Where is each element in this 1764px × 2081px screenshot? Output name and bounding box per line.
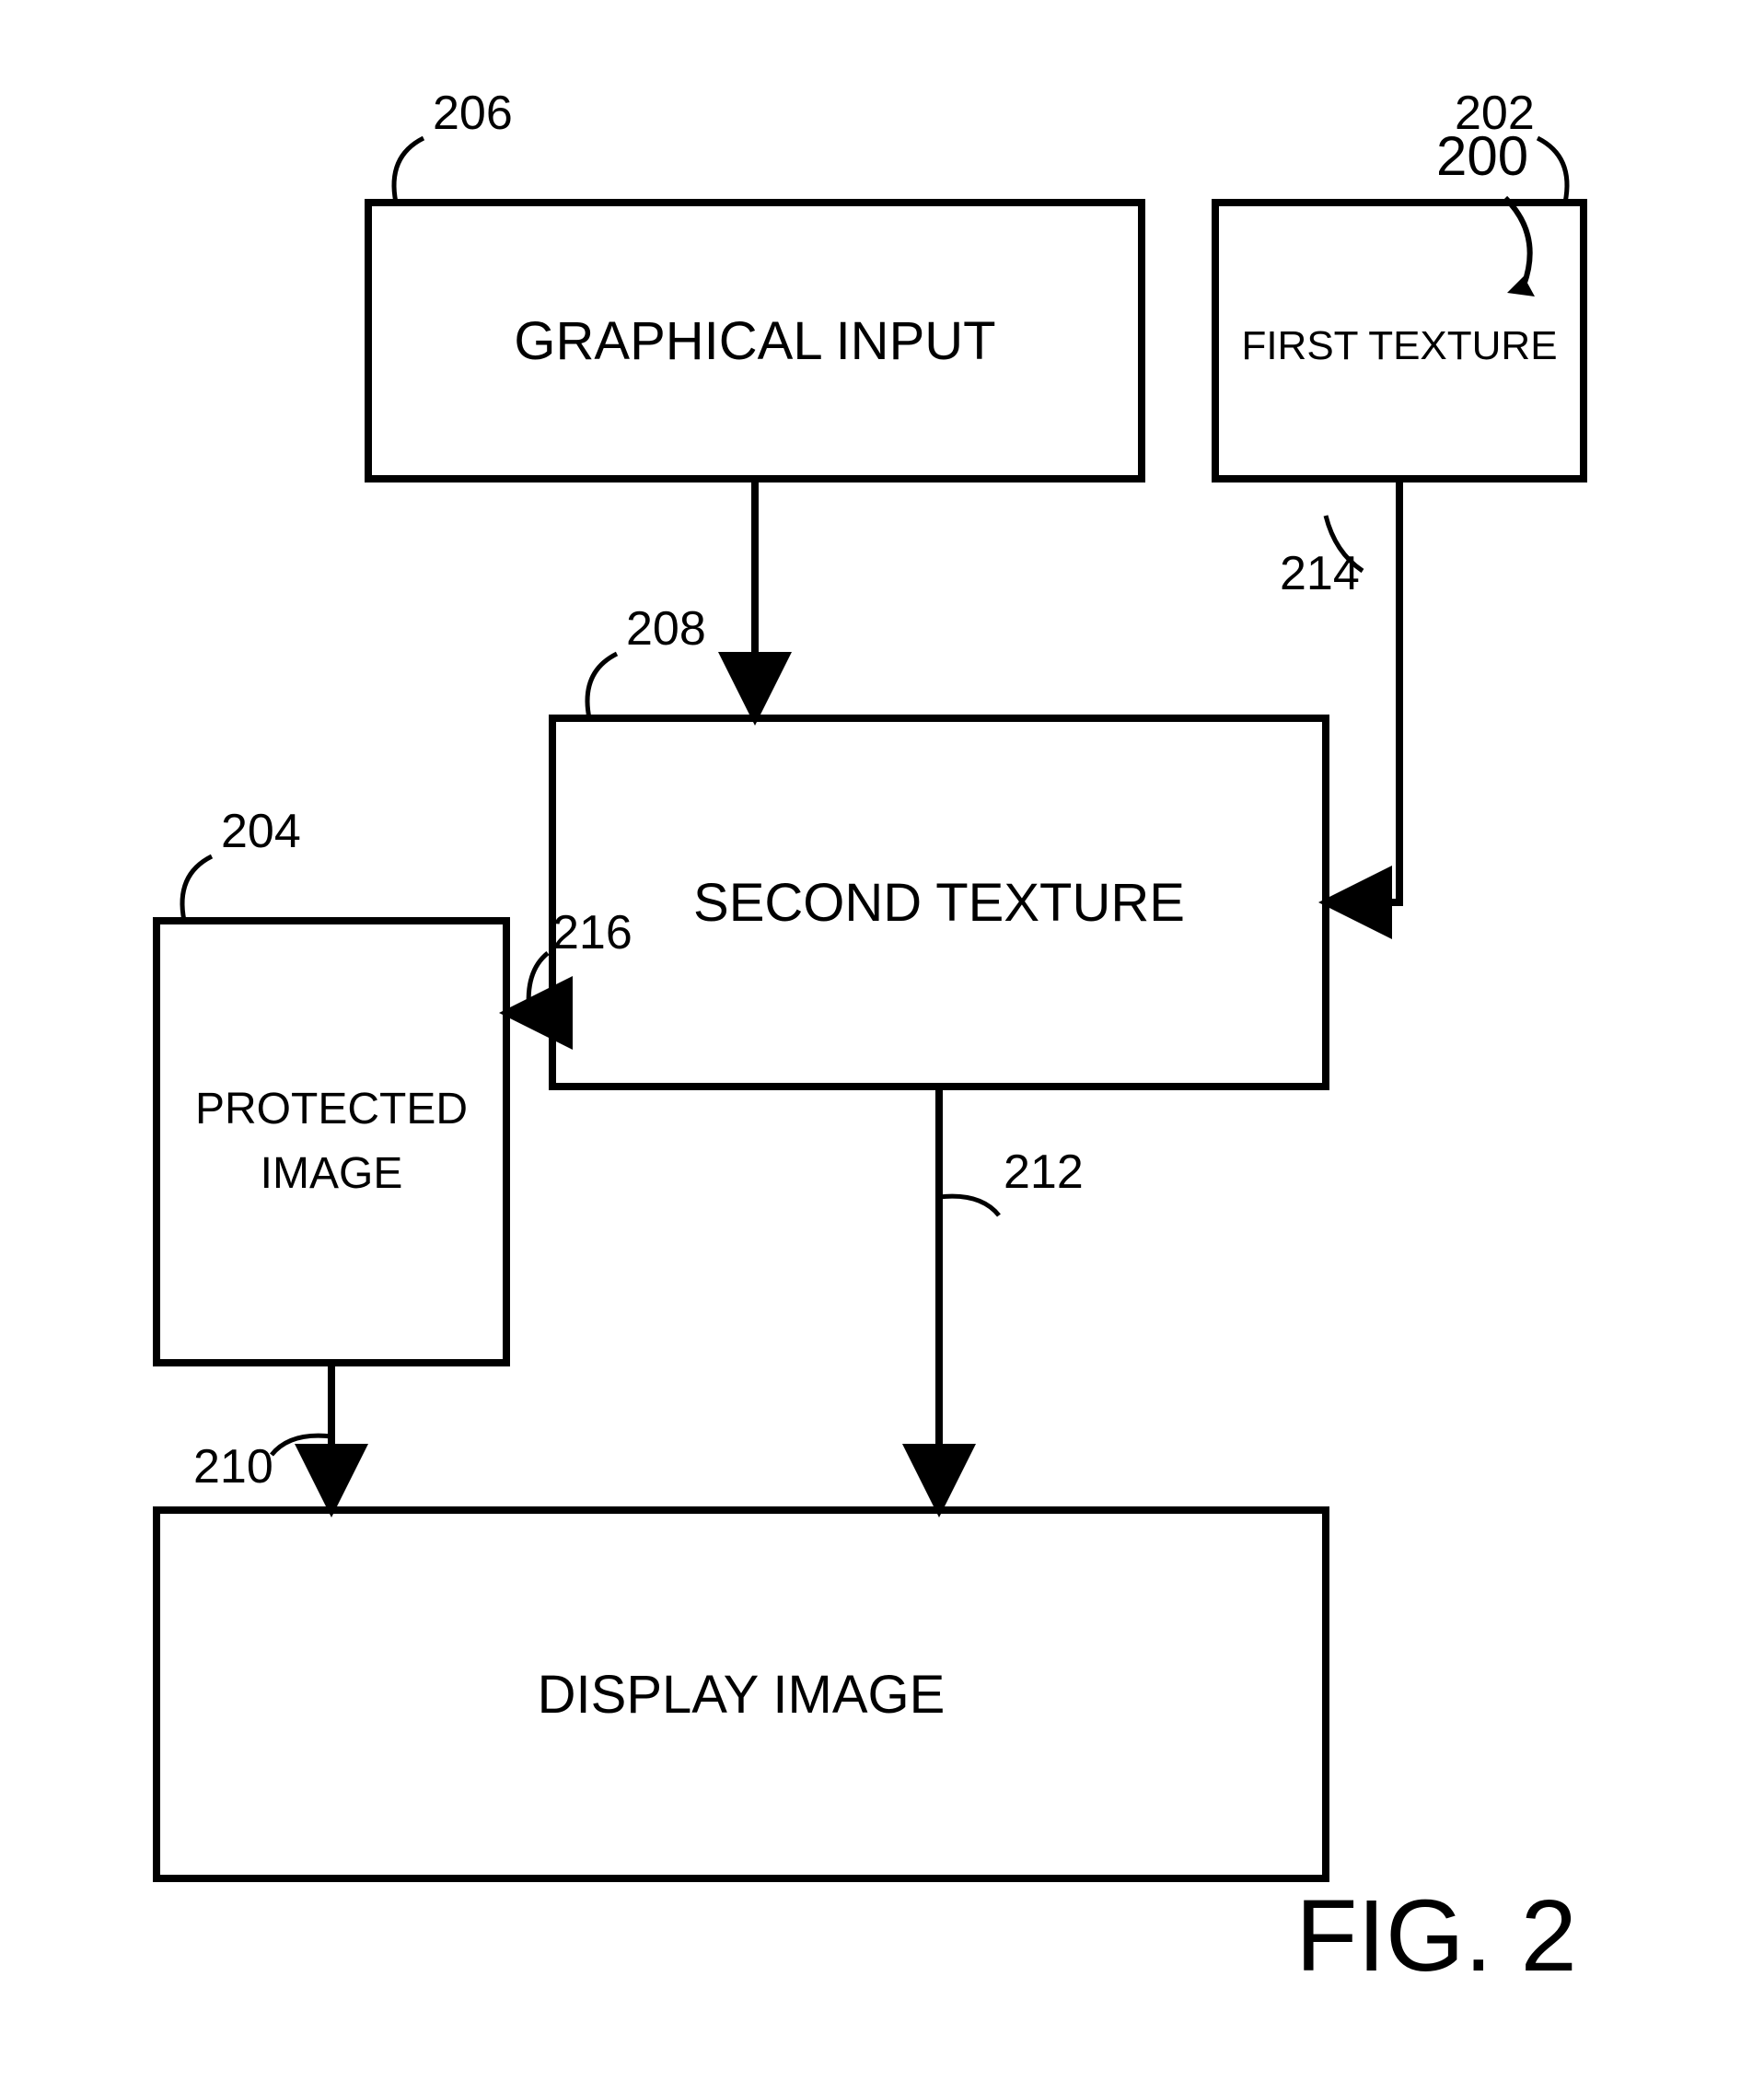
node-graphical-input: GRAPHICAL INPUT 206 xyxy=(368,87,1142,479)
diagram-canvas: 200 GRAPHICAL INPUT 206 FIRST TEXTURE 20… xyxy=(0,0,1764,2081)
node-protected-image-label-1: PROTECTED xyxy=(195,1085,468,1134)
node-second-texture: SECOND TEXTURE 208 xyxy=(552,602,1326,1087)
node-second-texture-label: SECOND TEXTURE xyxy=(693,873,1185,933)
node-protected-image-ref: 204 xyxy=(221,805,301,858)
figure-title: FIG. 2 xyxy=(1295,1879,1577,1993)
node-first-texture-ref: 202 xyxy=(1455,87,1535,140)
assembly-ref: 200 xyxy=(1436,125,1535,296)
edge-ft-to-st-ref: 214 xyxy=(1280,547,1360,600)
edge-pi-to-di-ref: 210 xyxy=(193,1440,273,1494)
edge-st-to-di: 212 xyxy=(939,1087,1084,1510)
node-graphical-input-ref: 206 xyxy=(433,87,513,140)
edge-st-to-pi: 216 xyxy=(506,906,632,1013)
node-first-texture-label: FIRST TEXTURE xyxy=(1241,323,1557,368)
edge-st-to-pi-ref: 216 xyxy=(552,906,632,959)
node-graphical-input-label: GRAPHICAL INPUT xyxy=(514,311,995,371)
node-display-image: DISPLAY IMAGE xyxy=(157,1510,1326,1878)
node-protected-image-label-2: IMAGE xyxy=(261,1149,403,1198)
node-second-texture-ref: 208 xyxy=(626,602,706,656)
node-protected-image: PROTECTED IMAGE 204 xyxy=(157,805,506,1363)
edge-st-to-di-ref: 212 xyxy=(1004,1145,1084,1199)
node-display-image-label: DISPLAY IMAGE xyxy=(538,1665,946,1725)
edge-ft-to-st: 214 xyxy=(1280,479,1399,902)
edge-pi-to-di: 210 xyxy=(193,1363,331,1510)
